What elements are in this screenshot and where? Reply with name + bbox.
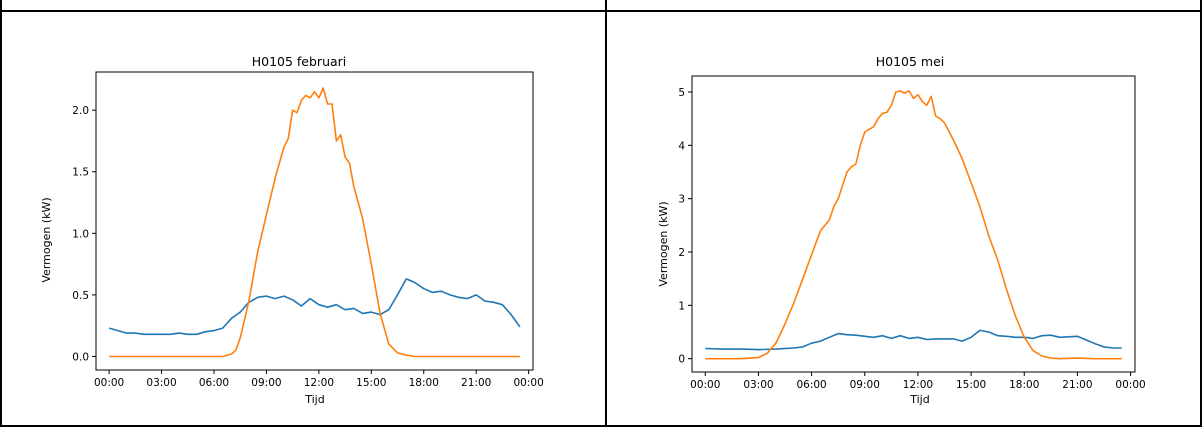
x-tick-label: 06:00 — [199, 377, 229, 389]
series-line-1 — [705, 90, 1122, 360]
axes-frame — [691, 75, 1136, 373]
plot-area — [691, 75, 1136, 373]
y-tick-label: 1.5 — [72, 167, 89, 179]
x-tick-label: 00:00 — [1115, 379, 1145, 391]
series-line-1 — [109, 87, 520, 358]
x-tick-label: 09:00 — [251, 377, 281, 389]
y-tick-label: 3 — [678, 194, 685, 206]
x-axis-label: Tijd — [909, 393, 929, 406]
x-tick-label: 21:00 — [461, 377, 491, 389]
top-border — [0, 10, 1202, 12]
y-tick-label: 0 — [678, 354, 685, 366]
plot-area — [95, 71, 534, 371]
x-tick-label: 21:00 — [1062, 379, 1092, 391]
y-tick-label: 5 — [678, 87, 685, 99]
x-tick-label: 18:00 — [1009, 379, 1039, 391]
series-line-0 — [705, 329, 1122, 351]
x-tick-label: 03:00 — [146, 377, 176, 389]
y-tick-label: 1 — [678, 300, 685, 312]
y-tick-label: 2.0 — [72, 105, 89, 117]
y-tick-label: 0.0 — [72, 351, 89, 363]
y-tick-label: 0.5 — [72, 290, 89, 302]
x-tick-label: 12:00 — [903, 379, 933, 391]
x-tick-label: 00:00 — [513, 377, 543, 389]
x-tick-label: 18:00 — [409, 377, 439, 389]
y-axis-label: Vermogen (kW) — [657, 201, 670, 286]
x-tick-label: 03:00 — [743, 379, 773, 391]
x-tick-label: 00:00 — [690, 379, 720, 391]
axes-frame — [95, 71, 534, 371]
y-tick-label: 1.0 — [72, 228, 89, 240]
x-axis-label: Tijd — [304, 393, 324, 406]
panel-divider — [605, 0, 607, 427]
chart-title: H0105 mei — [876, 54, 945, 69]
y-axis-label: Vermogen (kW) — [40, 197, 53, 282]
x-tick-label: 12:00 — [304, 377, 334, 389]
chart-left: H0105 februari Tijd Vermogen (kW) 00:00 0… — [40, 54, 544, 406]
chart-title: H0105 februari — [252, 54, 347, 69]
y-tick-label: 4 — [678, 140, 685, 152]
chart-right: H0105 mei Tijd Vermogen (kW) 00:00 03:00 0… — [657, 54, 1146, 406]
x-tick-label: 06:00 — [796, 379, 826, 391]
x-tick-label: 15:00 — [956, 379, 986, 391]
series-line-0 — [108, 278, 521, 336]
x-tick-label: 15:00 — [356, 377, 386, 389]
x-tick-label: 09:00 — [850, 379, 880, 391]
y-tick-label: 2 — [678, 247, 685, 259]
x-tick-label: 00:00 — [94, 377, 124, 389]
